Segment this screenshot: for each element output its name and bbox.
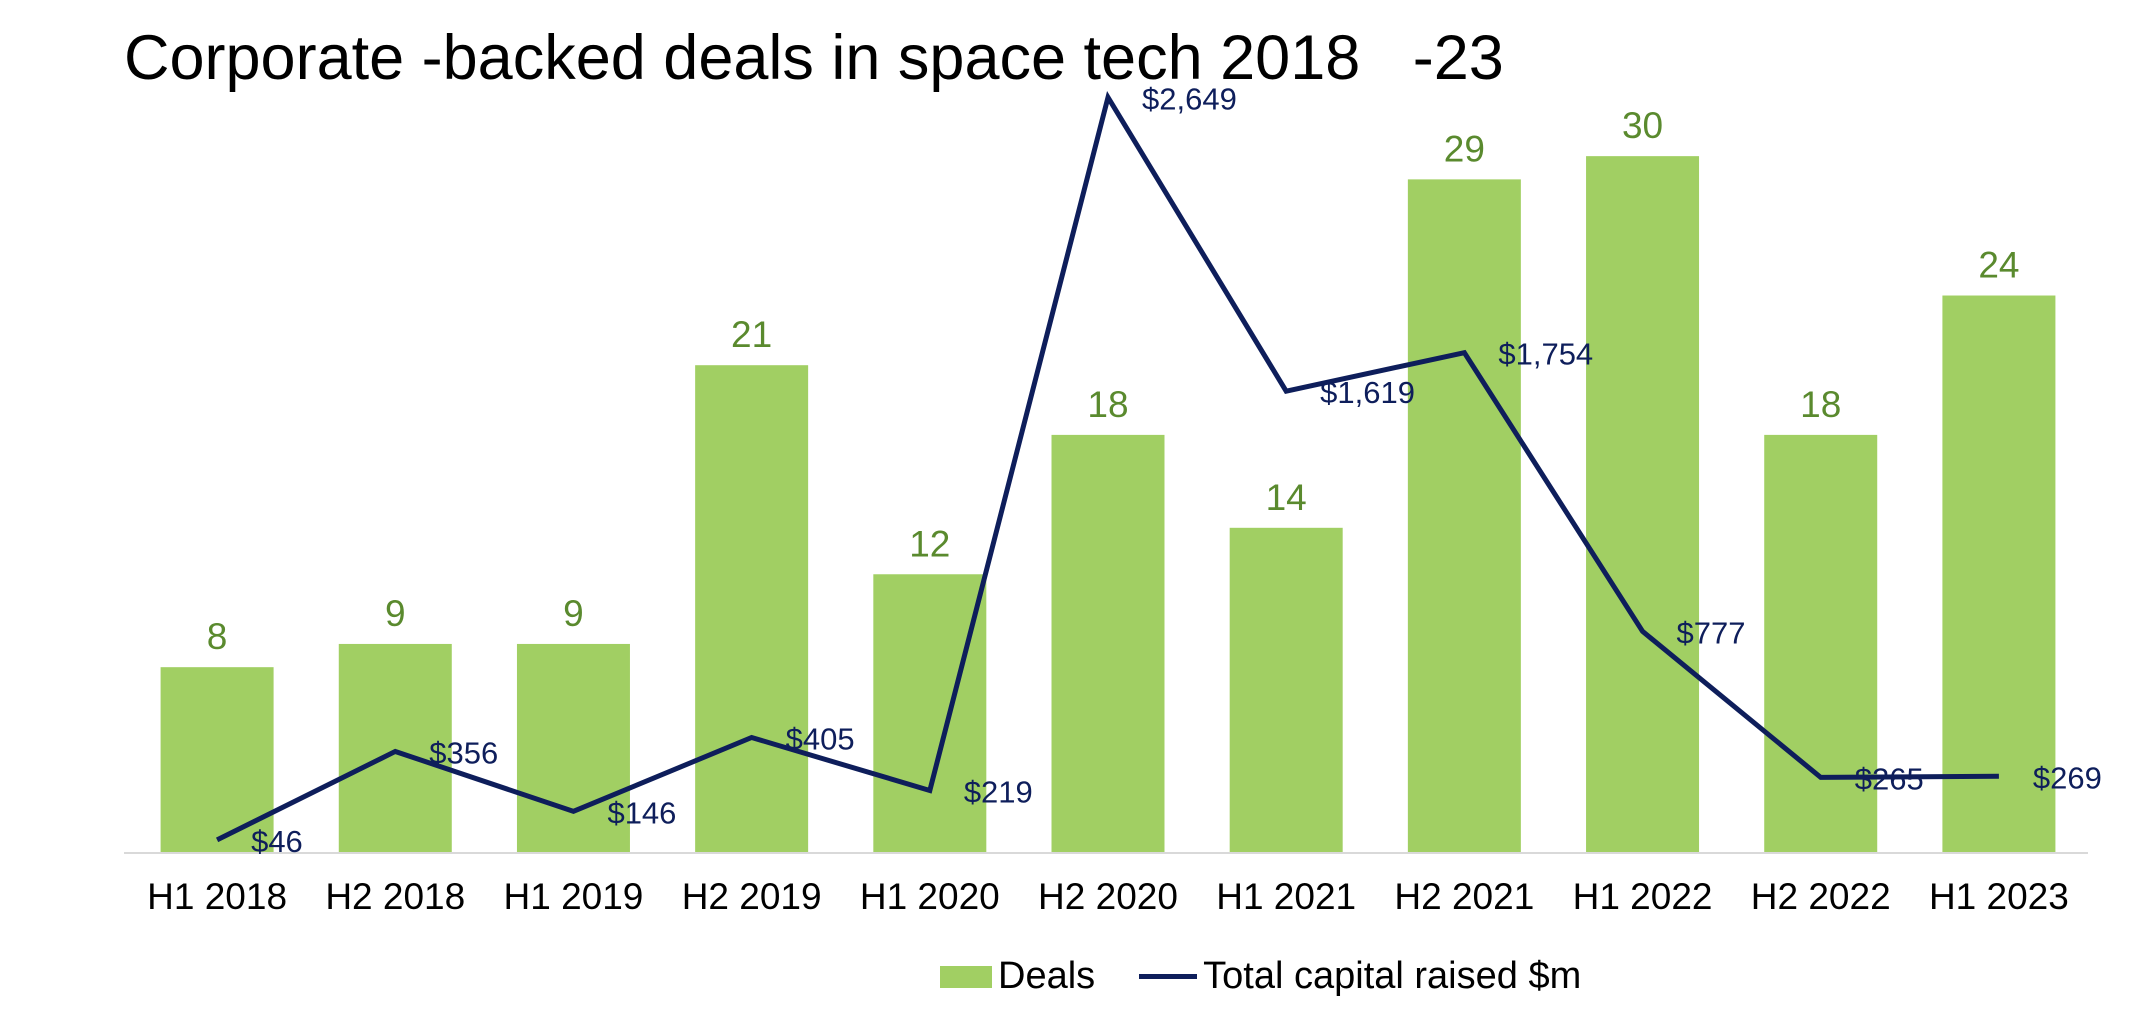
x-tick-label: H1 2018 xyxy=(147,876,287,917)
line-value-label: $405 xyxy=(786,721,855,756)
line-value-label: $777 xyxy=(1677,615,1746,650)
bar-value-label: 29 xyxy=(1444,128,1485,169)
bars-layer xyxy=(160,156,2056,854)
line-value-label: $146 xyxy=(607,795,676,830)
bar-deals xyxy=(516,643,630,853)
bar-deals xyxy=(873,574,987,853)
bar-value-label: 9 xyxy=(385,593,406,634)
x-tick-labels: H1 2018 H2 2018 H1 2019 H2 2019 H1 2020 H2 20… xyxy=(147,876,2069,917)
bar-deals xyxy=(338,643,452,853)
x-tick-label: H1 2019 xyxy=(504,876,644,917)
bar-value-label: 12 xyxy=(909,523,950,564)
line-value-label: $2,649 xyxy=(1142,81,1237,116)
line-value-label: $1,754 xyxy=(1498,337,1593,372)
bar-deals xyxy=(1229,527,1343,853)
x-tick-label: H1 2020 xyxy=(860,876,1000,917)
bar-value-label: 9 xyxy=(563,593,584,634)
line-value-label: $356 xyxy=(429,735,498,770)
x-tick-label: H2 2021 xyxy=(1394,876,1534,917)
line-value-label: $1,619 xyxy=(1320,375,1415,410)
line-value-label: $219 xyxy=(964,775,1033,810)
chart-title: Corporate -backed deals in space tech 20… xyxy=(124,23,1504,93)
labels-layer: 8 9 9 21 12 18 14 29 30 18 24 $46 $356 $146 $405 $219 $2… xyxy=(207,81,2102,859)
legend: Deals Total capital raised $m xyxy=(940,955,1625,998)
line-value-label: $265 xyxy=(1855,761,1924,796)
bar-value-label: 8 xyxy=(207,616,228,657)
x-tick-label: H1 2022 xyxy=(1573,876,1713,917)
x-tick-label: H2 2020 xyxy=(1038,876,1178,917)
legend-item-capital: Total capital raised $m xyxy=(1139,955,1581,998)
legend-item-deals: Deals xyxy=(940,955,1095,998)
bar-value-label: 24 xyxy=(1978,245,2019,286)
legend-swatch-capital xyxy=(1139,974,1198,979)
bar-value-label: 21 xyxy=(731,314,772,355)
x-tick-label: H1 2023 xyxy=(1929,876,2069,917)
legend-label-capital: Total capital raised $m xyxy=(1203,955,1582,997)
bar-deals xyxy=(1942,295,2056,853)
x-tick-label: H2 2022 xyxy=(1751,876,1891,917)
line-value-label: $46 xyxy=(251,824,303,859)
bar-value-label: 18 xyxy=(1087,384,1128,425)
x-tick-label: H2 2019 xyxy=(682,876,822,917)
bar-deals xyxy=(1586,156,1700,854)
legend-swatch-deals xyxy=(940,965,992,988)
bar-deals xyxy=(1407,179,1521,853)
bar-deals xyxy=(1764,434,1878,853)
x-tick-label: H2 2018 xyxy=(325,876,465,917)
bar-value-label: 14 xyxy=(1266,477,1307,518)
line-layer xyxy=(215,90,2000,843)
bar-deals xyxy=(695,365,809,853)
legend-label-deals: Deals xyxy=(998,955,1096,997)
bar-deals xyxy=(1051,434,1165,853)
x-tick-label: H1 2021 xyxy=(1216,876,1356,917)
line-value-label: $269 xyxy=(2033,760,2102,795)
bar-value-label: 30 xyxy=(1622,105,1663,146)
bar-value-label: 18 xyxy=(1800,384,1841,425)
